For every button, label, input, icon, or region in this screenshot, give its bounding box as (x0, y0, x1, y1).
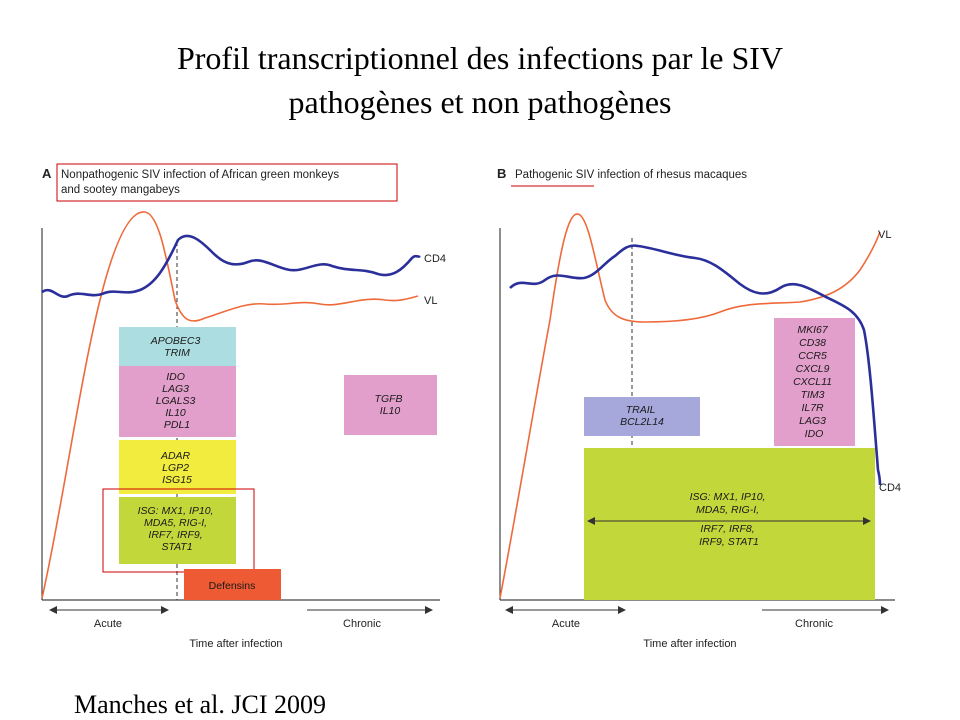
panel-a-chronic-label: Chronic (343, 618, 381, 630)
panel-a-isg-box (119, 497, 236, 564)
panel-b-mki-box (774, 318, 855, 446)
panel-a-vl-curve (41, 211, 419, 599)
panel-b-trail-box (584, 397, 700, 436)
slide-title-line-1: Profil transcriptionnel des infections p… (176, 40, 784, 76)
panel-b-letter: B (497, 166, 506, 181)
panel-a-apobec-box (119, 327, 236, 366)
panel-a-adar-text: ADAR LGP2 ISG15 (160, 450, 193, 486)
panel-a-defensins-text: Defensins (209, 580, 256, 592)
panel-a-heading-highlight (56, 163, 398, 202)
panel-a-heading-line-1: Nonpathogenic SIV infection of African g… (61, 169, 339, 181)
panel-a-cd4-label: CD4 (424, 253, 446, 265)
panel-a-x-axis-label: Time after infection (189, 638, 282, 650)
panel-a-letter: A (42, 166, 52, 181)
panel-b-cd4-curve (509, 244, 882, 486)
panel-a-acute-label: Acute (94, 618, 122, 630)
panel-a-ido-box (119, 366, 236, 437)
panel-b-x-axis-label: Time after infection (643, 638, 736, 650)
panel-a-cd4-curve (41, 234, 421, 298)
panel-b-vl-curve (499, 213, 881, 599)
panel-b-mki-text: MKI67 CD38 CCR5 CXCL9 CXCL11 TIM3 IL7R L… (793, 324, 835, 440)
panel-b-cd4-label: CD4 (879, 482, 901, 494)
slide-title: Profil transcriptionnel des infections p… (0, 36, 960, 124)
panel-b-vl-label: VL (878, 229, 891, 241)
panel-a: A Nonpathogenic SIV infection of African… (41, 163, 446, 650)
panel-a-ido-text: IDO LAG3 LGALS3 IL10 PDL1 (156, 371, 199, 431)
panel-a-defensins-box (184, 569, 281, 600)
panel-a-vl-label: VL (424, 295, 437, 307)
panel-a-tgfb-box (344, 375, 437, 435)
panel-a-adar-box (119, 440, 236, 494)
panel-a-isg-highlight (102, 488, 255, 573)
slide-title-line-2: pathogènes et non pathogènes (288, 84, 672, 120)
panel-b-heading: Pathogenic SIV infection of rhesus macaq… (515, 169, 747, 181)
panel-a-isg-text: ISG: MX1, IP10, MDA5, RIG-I, IRF7, IRF9,… (138, 505, 217, 553)
panel-b-acute-label: Acute (552, 618, 580, 630)
panel-a-heading-line-2: and sootey mangabeys (61, 184, 180, 196)
panel-b-trail-text: TRAIL BCL2L14 (620, 404, 664, 428)
panel-a-apobec-text: APOBEC3 TRIM (150, 335, 204, 359)
panel-b: B Pathogenic SIV infection of rhesus mac… (497, 166, 901, 650)
panel-b-chronic-label: Chronic (795, 618, 833, 630)
panel-a-tgfb-text: TGFB IL10 (375, 393, 406, 417)
citation: Manches et al. JCI 2009 (74, 690, 327, 719)
panel-b-isg-text: ISG: MX1, IP10, MDA5, RIG-I, IRF7, IRF8,… (690, 491, 769, 548)
